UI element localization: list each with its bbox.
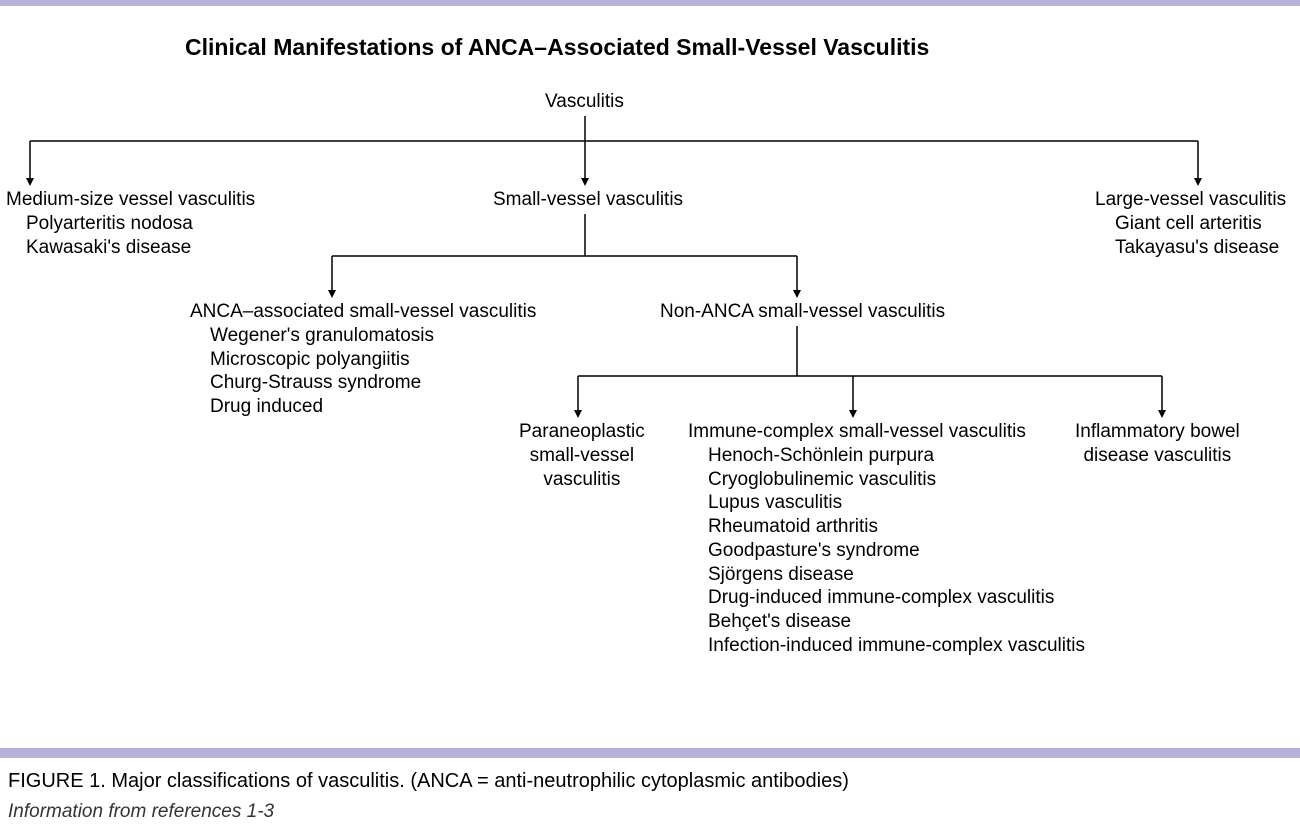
node-immune-item-0: Henoch-Schönlein purpura xyxy=(688,444,1085,468)
node-anca-item-2: Churg-Strauss syndrome xyxy=(190,371,536,395)
node-root-label: Vasculitis xyxy=(545,91,624,112)
node-nonanca: Non-ANCA small-vessel vasculitis xyxy=(660,300,945,324)
node-ibd-line-1: disease vasculitis xyxy=(1075,444,1240,468)
node-medium-item-0: Polyarteritis nodosa xyxy=(6,212,255,236)
node-ibd: Inflammatory bowel disease vasculitis xyxy=(1075,420,1240,468)
node-large-item-0: Giant cell arteritis xyxy=(1095,212,1286,236)
figure-caption-source: Information from references 1-3 xyxy=(8,801,1292,823)
figure-caption: FIGURE 1. Major classifications of vascu… xyxy=(8,770,1292,793)
node-nonanca-heading: Non-ANCA small-vessel vasculitis xyxy=(660,301,945,322)
node-anca-item-3: Drug induced xyxy=(190,395,536,419)
node-anca-item-0: Wegener's granulomatosis xyxy=(190,324,536,348)
node-anca-heading: ANCA–associated small-vessel vasculitis xyxy=(190,300,536,324)
node-large: Large-vessel vasculitis Giant cell arter… xyxy=(1095,188,1286,259)
node-root: Vasculitis xyxy=(545,90,624,114)
diagram-area: Clinical Manifestations of ANCA–Associat… xyxy=(0,6,1300,748)
node-large-item-1: Takayasu's disease xyxy=(1095,236,1286,260)
node-immune-item-2: Lupus vasculitis xyxy=(688,491,1085,515)
node-immune-heading: Immune-complex small-vessel vasculitis xyxy=(688,420,1085,444)
bottom-divider xyxy=(0,748,1300,758)
node-immune-item-3: Rheumatoid arthritis xyxy=(688,515,1085,539)
node-paraneoplastic-line-1: small-vessel xyxy=(519,444,645,468)
diagram-title: Clinical Manifestations of ANCA–Associat… xyxy=(185,34,929,61)
node-immune-item-1: Cryoglobulinemic vasculitis xyxy=(688,468,1085,492)
node-immune: Immune-complex small-vessel vasculitis H… xyxy=(688,420,1085,658)
node-small: Small-vessel vasculitis xyxy=(493,188,683,212)
node-medium: Medium-size vessel vasculitis Polyarteri… xyxy=(6,188,255,259)
node-medium-item-1: Kawasaki's disease xyxy=(6,236,255,260)
node-immune-item-8: Infection-induced immune-complex vasculi… xyxy=(688,634,1085,658)
node-ibd-line-0: Inflammatory bowel xyxy=(1075,420,1240,444)
node-paraneoplastic: Paraneoplastic small-vessel vasculitis xyxy=(519,420,645,491)
caption-area: FIGURE 1. Major classifications of vascu… xyxy=(8,770,1292,823)
node-paraneoplastic-line-0: Paraneoplastic xyxy=(519,420,645,444)
node-large-heading: Large-vessel vasculitis xyxy=(1095,188,1286,212)
node-medium-heading: Medium-size vessel vasculitis xyxy=(6,188,255,212)
node-anca-item-1: Microscopic polyangiitis xyxy=(190,348,536,372)
node-small-heading: Small-vessel vasculitis xyxy=(493,189,683,210)
node-paraneoplastic-line-2: vasculitis xyxy=(519,468,645,492)
node-immune-item-5: Sjörgens disease xyxy=(688,563,1085,587)
node-immune-item-4: Goodpasture's syndrome xyxy=(688,539,1085,563)
node-immune-item-7: Behçet's disease xyxy=(688,610,1085,634)
node-immune-item-6: Drug-induced immune-complex vasculitis xyxy=(688,586,1085,610)
node-anca: ANCA–associated small-vessel vasculitis … xyxy=(190,300,536,419)
